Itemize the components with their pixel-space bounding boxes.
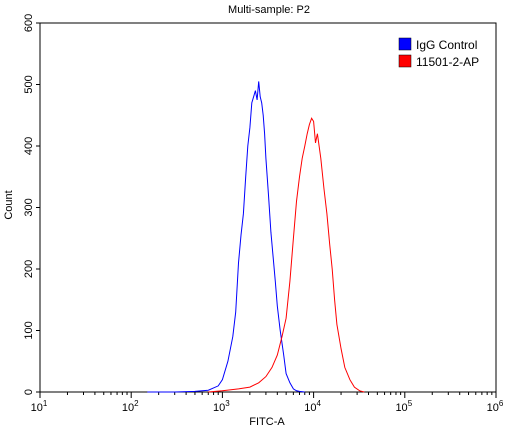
legend-swatch-11501-2-ap: [398, 54, 412, 68]
plot-frame: [39, 22, 497, 393]
y-tick-label: 200: [23, 260, 35, 278]
series-line-11501-2-ap: [208, 117, 365, 393]
series-layer: [147, 81, 365, 393]
x-axis-ticks: 101 102 103 104 105 106: [31, 392, 504, 414]
y-tick-label: 600: [23, 14, 35, 32]
chart-title: Multi-sample: P2: [228, 4, 310, 16]
x-axis-label: FITC-A: [249, 416, 285, 428]
x-tick-label: 104: [304, 399, 321, 414]
y-tick-label: 500: [23, 75, 35, 93]
legend-label-igg-control: IgG Control: [416, 38, 477, 52]
y-tick-label: 0: [23, 389, 35, 395]
legend-swatch-igg-control: [398, 37, 412, 51]
legend-label-11501-2-ap: 11501-2-AP: [416, 55, 479, 69]
y-axis-ticks: 0 100 200 300 400 500 600: [23, 14, 40, 395]
y-tick-label: 100: [23, 321, 35, 339]
x-tick-label: 105: [395, 399, 412, 414]
x-tick-label: 106: [487, 399, 504, 414]
legend: IgG Control 11501-2-AP: [398, 37, 479, 69]
x-tick-label: 102: [122, 399, 139, 414]
y-axis-label: Count: [3, 190, 15, 219]
series-line-igg-control: [147, 81, 305, 393]
y-tick-label: 300: [23, 198, 35, 216]
x-tick-label: 103: [213, 399, 230, 414]
x-tick-label: 101: [31, 399, 48, 414]
y-tick-label: 400: [23, 137, 35, 155]
